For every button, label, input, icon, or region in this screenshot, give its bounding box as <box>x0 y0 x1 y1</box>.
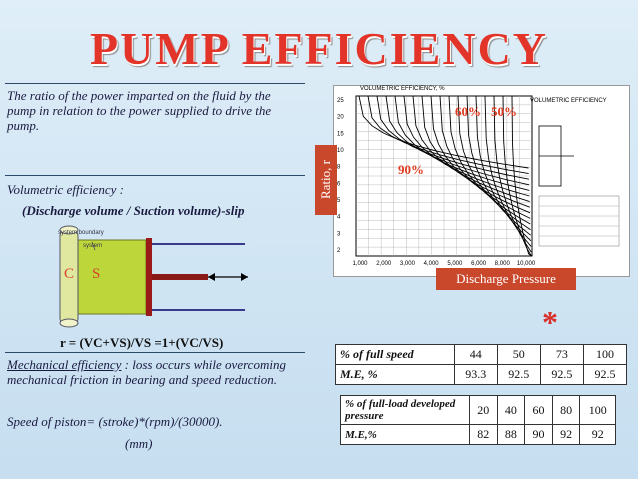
table-cell: 92 <box>579 424 616 445</box>
y-tick-label: 15 <box>337 131 344 137</box>
ratio-definition: The ratio of the power imparted on the f… <box>7 88 272 133</box>
table-cell: 50 <box>496 344 541 365</box>
efficiency-curve <box>421 95 530 208</box>
table-header-cell: % of full-load developed pressure <box>340 395 470 425</box>
table-row: % of full-load developed pressure 20 40 … <box>340 395 616 425</box>
annotation-90: 90% <box>398 162 424 177</box>
table-cell: 40 <box>496 395 526 425</box>
x-tick-label: 4,000 <box>424 261 440 267</box>
annotation-60: 60% <box>455 104 481 119</box>
x-tick-label: 6,000 <box>471 261 487 267</box>
x-tick-label: 8,000 <box>495 261 511 267</box>
chart-top-title: VOLUMETRIC EFFICIENCY, % <box>360 86 445 92</box>
x-tick-label: 5,000 <box>447 261 463 267</box>
y-tick-label: 10 <box>337 148 344 154</box>
y-tick-label: 6 <box>337 181 341 187</box>
table-row: % of full speed 44 50 73 100 <box>335 344 628 365</box>
efficiency-curve <box>430 95 531 214</box>
clearance-label: C <box>64 266 75 282</box>
y-tick-label: 8 <box>337 165 341 171</box>
table-header-cell: M.E,% <box>340 424 470 445</box>
ratio-formula: r = (VC+VS)/VS =1+(VC/VS) <box>60 335 224 350</box>
pressure-efficiency-table: % of full-load developed pressure 20 40 … <box>340 395 616 445</box>
table-cell: 88 <box>496 424 526 445</box>
table-row: M.E,% 82 88 90 92 92 <box>340 424 616 445</box>
table-cell: 100 <box>579 395 616 425</box>
efficiency-curve <box>412 95 530 203</box>
table-header-cell: % of full speed <box>335 344 455 365</box>
swept-label: S <box>92 266 101 282</box>
efficiency-curve <box>502 95 532 257</box>
efficiency-chart: 25 20 15 10 8 6 5 4 3 2 1,000 2,000 3,000 4,000 5,000 6… <box>333 85 630 277</box>
table-cell: 92.5 <box>539 364 584 385</box>
efficiency-curve <box>376 95 529 180</box>
y-tick-label: 4 <box>337 215 341 221</box>
volumetric-heading: Volumetric efficiency : <box>7 182 124 197</box>
y-tick-label: 2 <box>337 248 341 254</box>
table-cell: 92 <box>551 424 581 445</box>
table-cell: 80 <box>551 395 581 425</box>
y-tick-label: 25 <box>337 98 344 104</box>
x-tick-label: 2,000 <box>376 261 392 267</box>
efficiency-curve <box>511 95 532 257</box>
volumetric-formula: (Discharge volume / Suction volume)-slip <box>22 203 245 218</box>
slide-title: PUMP EFFICIENCY <box>89 23 549 74</box>
discharge-pressure-label: Discharge Pressure <box>436 268 576 290</box>
table-row: M.E, % 93.3 92.5 92.5 92.5 <box>335 364 628 385</box>
x-tick-label: 10,000 <box>517 261 536 267</box>
table-cell: 44 <box>453 344 498 365</box>
table-cell: 82 <box>469 424 498 445</box>
efficiency-curve <box>475 95 532 242</box>
table-cell: 20 <box>469 395 498 425</box>
chart-legend-title: VOLUMETRIC EFFICIENCY <box>530 98 607 104</box>
table-cell: 92.5 <box>582 364 628 385</box>
efficiency-curve <box>403 95 530 197</box>
table-cell: 73 <box>539 344 584 365</box>
y-tick-label: 20 <box>337 115 344 121</box>
chart-svg: 25 20 15 10 8 6 5 4 3 2 1,000 2,000 3,000 4,000 5,000 6… <box>337 95 620 267</box>
divider <box>5 352 305 353</box>
table-cell: 90 <box>524 424 553 445</box>
x-tick-label: 3,000 <box>400 261 416 267</box>
piston-speed: Speed of piston= (stroke)*(rpm)/(30000). <box>7 414 223 429</box>
ratio-axis-label: Ratio, r <box>315 145 337 215</box>
pump-diagram <box>59 225 248 328</box>
unit-label: (mm) <box>125 436 153 451</box>
speed-efficiency-table: % of full speed 44 50 73 100 M.E, % 93.3… <box>335 344 628 385</box>
legend-grid <box>538 195 620 247</box>
table-cell: 60 <box>524 395 553 425</box>
system-label: system <box>83 243 103 249</box>
system-boundary-label: system boundary <box>58 230 104 236</box>
table-cell: 93.3 <box>453 364 498 385</box>
mechanical-heading: Mechanical efficiency <box>7 357 122 372</box>
mechanical-text: Mechanical efficiency : loss occurs whil… <box>7 357 302 387</box>
divider <box>5 83 305 84</box>
divider <box>5 175 305 176</box>
star-marker: * <box>542 304 558 340</box>
efficiency-curve <box>466 95 531 236</box>
annotation-50: 50% <box>491 104 517 119</box>
mechanical-description: : loss occurs while overcoming mechanica… <box>7 357 286 387</box>
y-tick-label: 5 <box>337 198 341 204</box>
y-tick-label: 3 <box>337 231 341 237</box>
table-header-cell: M.E, % <box>335 364 455 385</box>
table-cell: 100 <box>582 344 628 365</box>
table-cell: 92.5 <box>496 364 541 385</box>
x-tick-label: 1,000 <box>352 261 368 267</box>
